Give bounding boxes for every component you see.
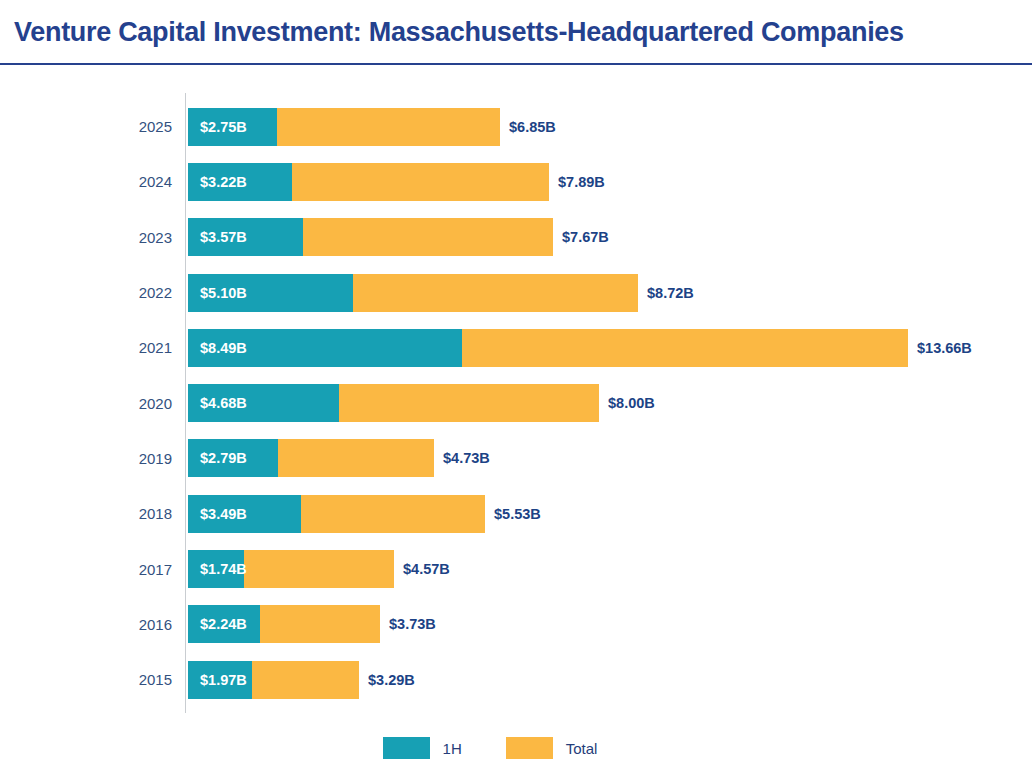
bar-chart: 2025 $2.75B $6.85B 2024 $3.22B $7.89B 20… bbox=[0, 99, 1032, 707]
bar-track: $2.75B $6.85B bbox=[188, 108, 1032, 146]
bar-row: 2018 $3.49B $5.53B bbox=[0, 486, 1032, 541]
total-value-label: $4.73B bbox=[443, 450, 490, 466]
year-label: 2015 bbox=[0, 671, 172, 688]
bar-track: $1.97B $3.29B bbox=[188, 661, 1032, 699]
bar-row: 2019 $2.79B $4.73B bbox=[0, 431, 1032, 486]
year-label: 2025 bbox=[0, 118, 172, 135]
year-label: 2022 bbox=[0, 284, 172, 301]
total-value-label: $7.67B bbox=[562, 229, 609, 245]
year-label: 2024 bbox=[0, 173, 172, 190]
year-label: 2023 bbox=[0, 229, 172, 246]
bar-row: 2022 $5.10B $8.72B bbox=[0, 265, 1032, 320]
h1-bar: $2.79B bbox=[188, 439, 278, 477]
total-bar: $2.24B bbox=[188, 605, 380, 643]
bar-row: 2023 $3.57B $7.67B bbox=[0, 210, 1032, 265]
bar-track: $8.49B $13.66B bbox=[188, 329, 1032, 367]
total-value-label: $6.85B bbox=[509, 119, 556, 135]
total-bar: $5.10B bbox=[188, 274, 638, 312]
h1-bar: $3.49B bbox=[188, 495, 301, 533]
bar-row: 2015 $1.97B $3.29B bbox=[0, 652, 1032, 707]
h1-bar: $2.24B bbox=[188, 605, 260, 643]
total-value-label: $7.89B bbox=[558, 174, 605, 190]
h1-bar: $4.68B bbox=[188, 384, 339, 422]
total-bar: $8.49B bbox=[188, 329, 908, 367]
bar-track: $1.74B $4.57B bbox=[188, 550, 1032, 588]
total-value-label: $8.72B bbox=[647, 285, 694, 301]
total-bar: $3.49B bbox=[188, 495, 485, 533]
legend-label-1h: 1H bbox=[443, 740, 462, 757]
total-bar: $1.74B bbox=[188, 550, 394, 588]
h1-bar: $3.22B bbox=[188, 163, 292, 201]
title-divider bbox=[0, 63, 1032, 65]
bar-track: $2.24B $3.73B bbox=[188, 605, 1032, 643]
total-value-label: $3.73B bbox=[389, 616, 436, 632]
legend-swatch-1h bbox=[383, 737, 430, 759]
h1-value-label: $2.79B bbox=[188, 450, 247, 466]
bar-track: $2.79B $4.73B bbox=[188, 439, 1032, 477]
h1-bar: $1.74B bbox=[188, 550, 244, 588]
year-label: 2020 bbox=[0, 395, 172, 412]
bar-row: 2024 $3.22B $7.89B bbox=[0, 154, 1032, 209]
legend-item-total: Total bbox=[506, 737, 598, 759]
bar-row: 2017 $1.74B $4.57B bbox=[0, 541, 1032, 596]
h1-bar: $1.97B bbox=[188, 661, 252, 699]
year-label: 2018 bbox=[0, 505, 172, 522]
total-value-label: $3.29B bbox=[368, 672, 415, 688]
year-label: 2019 bbox=[0, 450, 172, 467]
h1-value-label: $3.22B bbox=[188, 174, 247, 190]
year-label: 2016 bbox=[0, 616, 172, 633]
total-value-label: $13.66B bbox=[917, 340, 972, 356]
bar-track: $3.22B $7.89B bbox=[188, 163, 1032, 201]
bar-row: 2021 $8.49B $13.66B bbox=[0, 320, 1032, 375]
h1-value-label: $3.57B bbox=[188, 229, 247, 245]
h1-value-label: $5.10B bbox=[188, 285, 247, 301]
bar-track: $3.49B $5.53B bbox=[188, 495, 1032, 533]
total-bar: $4.68B bbox=[188, 384, 599, 422]
total-value-label: $5.53B bbox=[494, 506, 541, 522]
bar-track: $3.57B $7.67B bbox=[188, 218, 1032, 256]
y-axis-line bbox=[185, 93, 186, 713]
h1-value-label: $1.97B bbox=[188, 672, 247, 688]
bar-row: 2025 $2.75B $6.85B bbox=[0, 99, 1032, 154]
total-value-label: $8.00B bbox=[608, 395, 655, 411]
h1-value-label: $2.75B bbox=[188, 119, 247, 135]
h1-bar: $8.49B bbox=[188, 329, 462, 367]
total-bar: $3.22B bbox=[188, 163, 549, 201]
total-bar: $3.57B bbox=[188, 218, 553, 256]
year-label: 2021 bbox=[0, 339, 172, 356]
total-bar: $2.75B bbox=[188, 108, 500, 146]
legend-swatch-total bbox=[506, 737, 553, 759]
bar-row: 2020 $4.68B $8.00B bbox=[0, 375, 1032, 430]
total-bar: $1.97B bbox=[188, 661, 359, 699]
total-value-label: $4.57B bbox=[403, 561, 450, 577]
legend-item-1h: 1H bbox=[383, 737, 462, 759]
h1-bar: $3.57B bbox=[188, 218, 303, 256]
bar-track: $4.68B $8.00B bbox=[188, 384, 1032, 422]
h1-bar: $2.75B bbox=[188, 108, 277, 146]
h1-value-label: $8.49B bbox=[188, 340, 247, 356]
bar-rows: 2025 $2.75B $6.85B 2024 $3.22B $7.89B 20… bbox=[0, 99, 1032, 707]
h1-value-label: $2.24B bbox=[188, 616, 247, 632]
h1-bar: $5.10B bbox=[188, 274, 353, 312]
h1-value-label: $3.49B bbox=[188, 506, 247, 522]
bar-track: $5.10B $8.72B bbox=[188, 274, 1032, 312]
total-bar: $2.79B bbox=[188, 439, 434, 477]
h1-value-label: $4.68B bbox=[188, 395, 247, 411]
legend-label-total: Total bbox=[566, 740, 598, 757]
chart-title: Venture Capital Investment: Massachusett… bbox=[0, 17, 1032, 48]
page: Venture Capital Investment: Massachusett… bbox=[0, 0, 1032, 759]
h1-value-label: $1.74B bbox=[188, 561, 247, 577]
year-label: 2017 bbox=[0, 561, 172, 578]
bar-row: 2016 $2.24B $3.73B bbox=[0, 597, 1032, 652]
chart-legend: 1H Total bbox=[0, 737, 1006, 759]
